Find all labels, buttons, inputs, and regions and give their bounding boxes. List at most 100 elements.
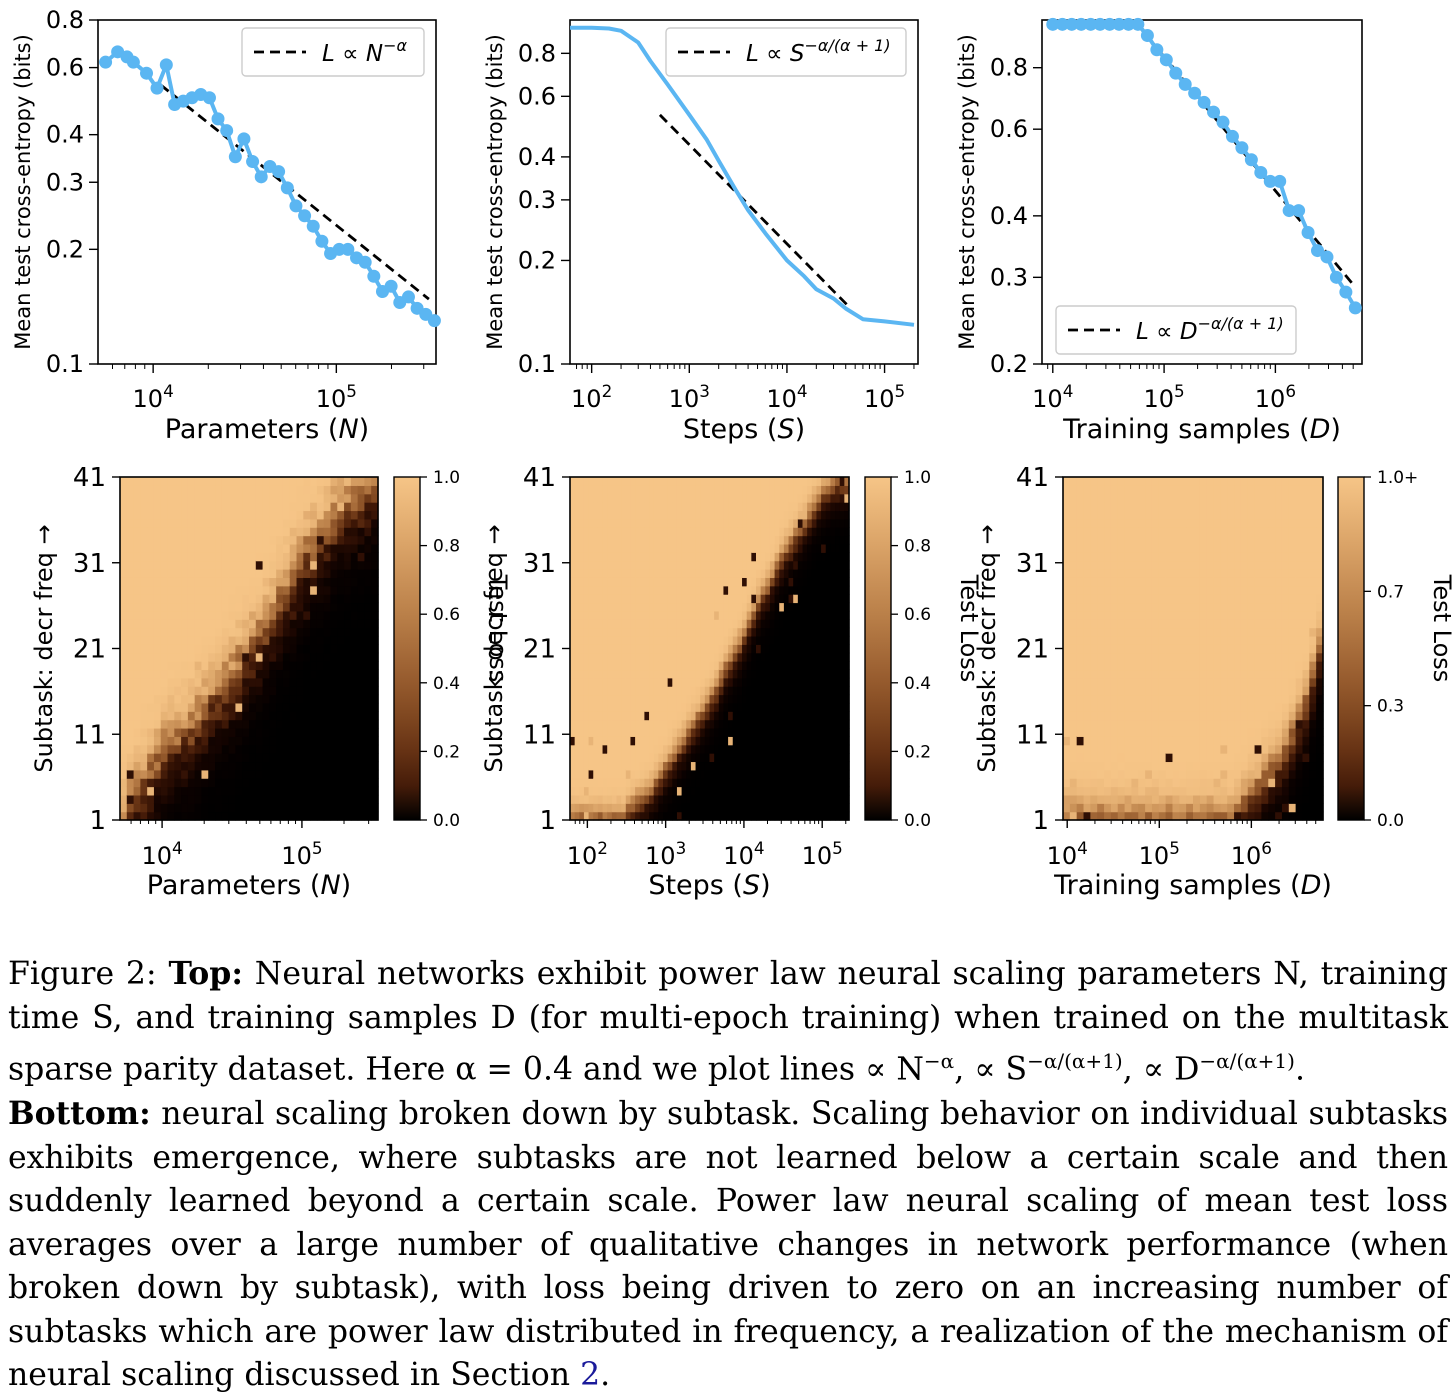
heatmap-cell (147, 527, 154, 536)
heatmap-cell (168, 787, 175, 796)
heatmap-cell (700, 761, 705, 770)
heatmap-cell (737, 745, 742, 754)
heatmap-cell (612, 619, 617, 628)
heatmap-cell (1159, 510, 1166, 519)
heatmap-cell (174, 703, 181, 712)
heatmap-cell (269, 803, 276, 812)
heatmap-cell (1097, 644, 1104, 653)
heatmap-cell (1131, 611, 1138, 620)
heatmap-cell (269, 569, 276, 578)
heatmap-cell (147, 552, 154, 561)
heatmap-cell (1138, 770, 1145, 779)
heatmap-cell (826, 669, 831, 678)
heatmap-cell (249, 502, 256, 511)
heatmap-cell (644, 787, 649, 796)
heatmap-cell (1125, 695, 1132, 704)
heatmap-cell (826, 795, 831, 804)
heatmap-cell (1131, 561, 1138, 570)
heatmap-cell (775, 753, 780, 762)
heatmap-cell (127, 736, 134, 745)
heatmap-cell (677, 636, 682, 645)
heatmap-cell (649, 678, 654, 687)
y-tick-label: 31 (73, 549, 106, 579)
heatmap-cell (612, 795, 617, 804)
heatmap-cell (1111, 711, 1118, 720)
heatmap-cell (644, 678, 649, 687)
heatmap-cell (803, 477, 808, 486)
heatmap-cell (1063, 661, 1070, 670)
heatmap-cell (1070, 644, 1077, 653)
heatmap-cell (840, 787, 845, 796)
heatmap-cell (215, 686, 222, 695)
y-axis-label: Subtask: decr freq → (480, 524, 508, 772)
heatmap-cell (696, 778, 701, 787)
heatmap-cell (174, 636, 181, 645)
heatmap-cell (682, 803, 687, 812)
heatmap-cell (747, 678, 752, 687)
heatmap-cell (816, 519, 821, 528)
heatmap-cell (317, 669, 324, 678)
heatmap-cell (1152, 703, 1159, 712)
heatmap-cell (630, 485, 635, 494)
heatmap-cell (621, 544, 626, 553)
heatmap-cell (215, 561, 222, 570)
heatmap-cell (789, 477, 794, 486)
heatmap-cell (195, 527, 202, 536)
y-tick-label: 1 (539, 806, 556, 836)
heatmap-cell (1090, 594, 1097, 603)
heatmap-cell (283, 761, 290, 770)
heatmap-cell (351, 502, 358, 511)
heatmap-cell (276, 586, 283, 595)
heatmap-cell (589, 711, 594, 720)
heatmap-cell (330, 770, 337, 779)
heatmap-cell (821, 561, 826, 570)
heatmap-cell (700, 636, 705, 645)
heatmap-cell (626, 686, 631, 695)
heatmap-cell (751, 485, 756, 494)
heatmap-cell (215, 787, 222, 796)
heatmap-cell (337, 519, 344, 528)
heatmap-cell (324, 477, 331, 486)
heatmap-cell (235, 552, 242, 561)
heatmap-cell (728, 519, 733, 528)
heatmap-cell (816, 770, 821, 779)
heatmap-cell (337, 761, 344, 770)
heatmap-cell (779, 728, 784, 737)
heatmap-cell (779, 736, 784, 745)
heatmap-cell (705, 753, 710, 762)
heatmap-cell (174, 661, 181, 670)
heatmap-cell (317, 761, 324, 770)
heatmap-cell (310, 736, 317, 745)
heatmap-cell (1152, 669, 1159, 678)
heatmap-cell (222, 502, 229, 511)
heatmap-cell (269, 644, 276, 653)
heatmap-cell (742, 477, 747, 486)
heatmap-cell (364, 778, 371, 787)
heatmap-cell (830, 502, 835, 511)
heatmap-cell (644, 761, 649, 770)
heatmap-cell (127, 577, 134, 586)
heatmap-cell (229, 494, 236, 503)
heatmap-cell (351, 552, 358, 561)
heatmap-cell (761, 795, 766, 804)
heatmap-cell (229, 795, 236, 804)
heatmap-cell (807, 736, 812, 745)
heatmap-cell (215, 778, 222, 787)
heatmap-cell (290, 602, 297, 611)
heatmap-cell (593, 686, 598, 695)
heatmap-cell (1070, 669, 1077, 678)
heatmap-cell (249, 510, 256, 519)
heatmap-cell (584, 669, 589, 678)
heatmap-cell (297, 720, 304, 729)
heatmap-cell (682, 586, 687, 595)
heatmap-cell (644, 561, 649, 570)
heatmap-cell (344, 787, 351, 796)
heatmap-cell (1111, 695, 1118, 704)
heatmap-cell (696, 803, 701, 812)
heatmap-cell (700, 695, 705, 704)
heatmap-cell (803, 778, 808, 787)
heatmap-cell (696, 586, 701, 595)
heatmap-cell (677, 536, 682, 545)
loss-data-point (1217, 116, 1230, 129)
heatmap-cell (283, 803, 290, 812)
